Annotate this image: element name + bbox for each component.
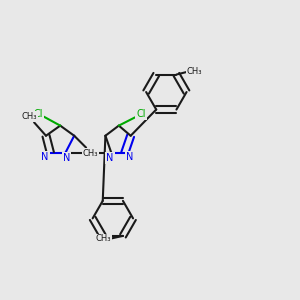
Text: Cl: Cl [33, 109, 43, 119]
Text: CH₃: CH₃ [22, 112, 38, 121]
Text: CH₃: CH₃ [83, 149, 98, 158]
Text: CH₃: CH₃ [187, 67, 202, 76]
Text: Cl: Cl [136, 109, 146, 119]
Text: N: N [63, 153, 70, 163]
Text: N: N [106, 153, 114, 163]
Text: N: N [126, 152, 134, 161]
Text: N: N [41, 152, 49, 161]
Text: CH₃: CH₃ [96, 234, 111, 243]
